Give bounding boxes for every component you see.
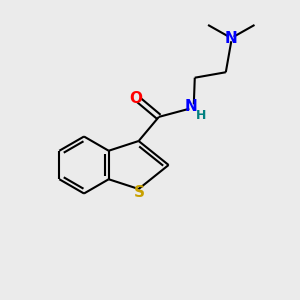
Text: N: N [225,31,238,46]
Text: H: H [196,109,206,122]
Text: S: S [134,185,145,200]
Text: O: O [129,91,142,106]
Text: N: N [184,99,197,114]
